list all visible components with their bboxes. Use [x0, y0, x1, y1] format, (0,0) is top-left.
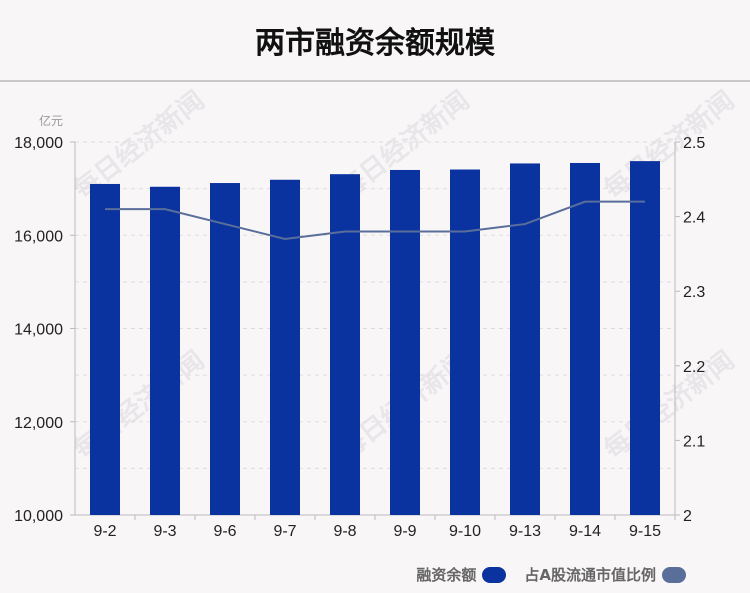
ratio-line	[105, 200, 645, 240]
right-tick-label: 2.1	[683, 433, 705, 450]
x-tick-label: 9-3	[153, 523, 176, 540]
bar	[570, 162, 600, 515]
x-tick-label: 9-8	[333, 523, 356, 540]
bar	[630, 161, 660, 515]
left-axis-unit: 亿元	[39, 113, 63, 128]
bar	[450, 169, 480, 516]
title-divider	[0, 80, 750, 82]
legend-item-bar: 融资余额	[416, 564, 507, 585]
x-tick-label: 9-15	[629, 523, 661, 540]
x-tick-label: 9-9	[393, 523, 416, 540]
right-tick-label: 2.3	[683, 284, 705, 301]
left-tick-label: 12,000	[14, 415, 63, 432]
bar	[390, 169, 420, 515]
bar	[150, 186, 180, 515]
x-tick-label: 9-10	[449, 523, 481, 540]
legend-label-bar: 融资余额	[416, 566, 477, 584]
right-tick-label: 2.5	[683, 135, 705, 152]
legend-item-line: 占A股流通市值比例	[524, 564, 686, 585]
left-tick-label: 16,000	[14, 228, 63, 245]
legend-swatch-line	[662, 566, 686, 583]
chart-legend: 融资余额 占A股流通市值比例	[416, 564, 686, 585]
legend-label-line: 占A股流通市值比例	[524, 566, 656, 584]
right-tick-label: 2	[683, 508, 692, 525]
bar	[90, 183, 120, 515]
bar	[270, 179, 300, 516]
right-tick-label: 2.2	[683, 359, 705, 376]
x-tick-label: 9-14	[569, 523, 601, 540]
chart-title: 两市融资余额规模	[255, 26, 495, 61]
left-tick-label: 10,000	[14, 508, 63, 525]
right-tick-label: 2.4	[683, 210, 705, 227]
bar	[510, 163, 540, 515]
x-tick-label: 9-6	[213, 523, 236, 540]
x-tick-label: 9-2	[93, 523, 116, 540]
left-tick-label: 18,000	[14, 135, 63, 152]
legend-swatch-bar	[482, 566, 507, 583]
bar	[210, 183, 240, 515]
left-tick-label: 14,000	[14, 322, 63, 339]
bar	[330, 174, 360, 515]
x-tick-label: 9-13	[509, 523, 541, 540]
x-tick-label: 9-7	[273, 523, 296, 540]
